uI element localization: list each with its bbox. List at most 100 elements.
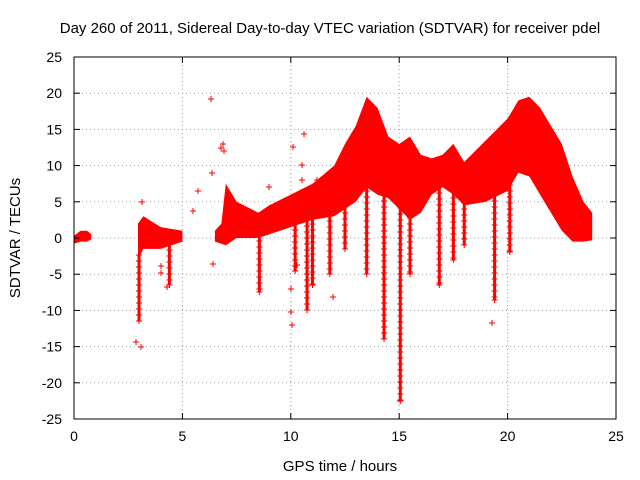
- data-spike-point: [256, 238, 263, 244]
- x-axis-tick-labels: 0 5 10 15 20 25: [70, 428, 624, 444]
- data-spike-point: [309, 215, 316, 221]
- data-spike-point: [397, 217, 404, 223]
- plot-area: [74, 96, 593, 404]
- data-spike-point: [491, 222, 498, 228]
- data-spike-point: [491, 234, 498, 240]
- data-spike-point: [363, 260, 370, 266]
- data-spike-point: [461, 230, 468, 236]
- data-spike-point: [461, 224, 468, 230]
- data-outlier-point: [330, 294, 336, 300]
- data-spike-point: [304, 307, 311, 313]
- data-spike-point: [304, 277, 311, 283]
- y-axis-label: SDTVAR / TECUs: [7, 178, 24, 298]
- data-spike-point: [491, 252, 498, 258]
- data-spike-point: [407, 227, 414, 233]
- data-spike-point: [397, 337, 404, 343]
- data-spike-point: [304, 301, 311, 307]
- data-spike-point: [506, 182, 513, 188]
- data-spike-point: [381, 222, 388, 228]
- data-spike-point: [506, 194, 513, 200]
- data-spike-point: [136, 318, 143, 324]
- y-tick-label: -20: [42, 375, 62, 391]
- data-spike-point: [450, 243, 457, 249]
- data-spike-point: [304, 259, 311, 265]
- data-spike-point: [461, 218, 468, 224]
- data-spike-point: [436, 184, 443, 190]
- data-spike-point: [461, 200, 468, 206]
- data-spike-point: [436, 220, 443, 226]
- data-spike-point: [506, 206, 513, 212]
- data-spike-point: [363, 236, 370, 242]
- y-tick-label: -10: [42, 302, 62, 318]
- data-spike-point: [342, 222, 348, 228]
- data-spike-point: [397, 355, 404, 361]
- data-spike-point: [256, 256, 263, 262]
- data-spike-point: [407, 233, 414, 239]
- data-spike-point: [381, 330, 388, 336]
- data-spike-point: [381, 306, 388, 312]
- data-spike-point: [292, 251, 299, 257]
- data-spike-point: [326, 254, 333, 260]
- data-spike-point: [342, 216, 348, 222]
- data-spike-point: [304, 229, 311, 235]
- data-spike-point: [506, 242, 513, 248]
- data-spike-point: [326, 242, 333, 248]
- data-spike-point: [363, 200, 370, 206]
- data-spike-point: [136, 252, 143, 258]
- data-spike-point: [304, 241, 311, 247]
- data-spike-point: [381, 264, 388, 270]
- data-spike-point: [381, 204, 388, 210]
- data-spike-point: [397, 325, 404, 331]
- data-spike-point: [304, 253, 311, 259]
- data-spike-point: [309, 239, 316, 245]
- data-spike-point: [407, 215, 414, 221]
- data-spike-point: [166, 259, 173, 265]
- data-spike-point: [304, 289, 311, 295]
- data-spike-point: [309, 233, 316, 239]
- data-spike-point: [256, 232, 263, 238]
- data-spike-point: [407, 239, 414, 245]
- data-spike-point: [292, 221, 299, 227]
- data-spike-point: [381, 240, 388, 246]
- data-spike-point: [436, 232, 443, 238]
- y-tick-label: 20: [46, 85, 62, 101]
- data-spike-point: [342, 204, 348, 210]
- data-spike-point: [491, 246, 498, 252]
- data-spike-point: [363, 271, 370, 277]
- data-spike-point: [304, 217, 311, 223]
- data-spike-point: [326, 248, 333, 254]
- data-outlier-point: [195, 188, 201, 194]
- data-spike-point: [436, 238, 443, 244]
- data-spike-point: [397, 349, 404, 355]
- data-spike-point: [363, 248, 370, 254]
- data-spike-point: [309, 221, 316, 227]
- data-spike-point: [436, 214, 443, 220]
- data-spike-point: [326, 224, 333, 230]
- y-tick-label: -5: [50, 266, 63, 282]
- data-spike-point: [326, 212, 333, 218]
- data-spike-point: [397, 373, 404, 379]
- data-spike-point: [491, 210, 498, 216]
- data-spike-point: [381, 270, 388, 276]
- data-spike-point: [397, 283, 404, 289]
- data-spike-point: [461, 236, 468, 242]
- data-spike-point: [407, 245, 414, 251]
- data-spike-point: [342, 228, 348, 234]
- data-spike-point: [363, 218, 370, 224]
- data-spike-point: [491, 216, 498, 222]
- data-spike-point: [506, 212, 513, 218]
- data-spike-point: [506, 188, 513, 194]
- data-spike-point: [450, 195, 457, 201]
- data-spike-point: [363, 188, 370, 194]
- data-spike-point: [136, 312, 143, 318]
- data-spike-point: [397, 205, 404, 211]
- data-spike-point: [363, 230, 370, 236]
- data-spike-point: [381, 336, 388, 342]
- data-spike-point: [397, 259, 404, 265]
- data-spike-point: [461, 242, 468, 248]
- data-spike-point: [491, 288, 498, 294]
- data-spike-point: [292, 257, 299, 263]
- data-spike-point: [292, 233, 299, 239]
- data-outlier-point: [301, 131, 307, 137]
